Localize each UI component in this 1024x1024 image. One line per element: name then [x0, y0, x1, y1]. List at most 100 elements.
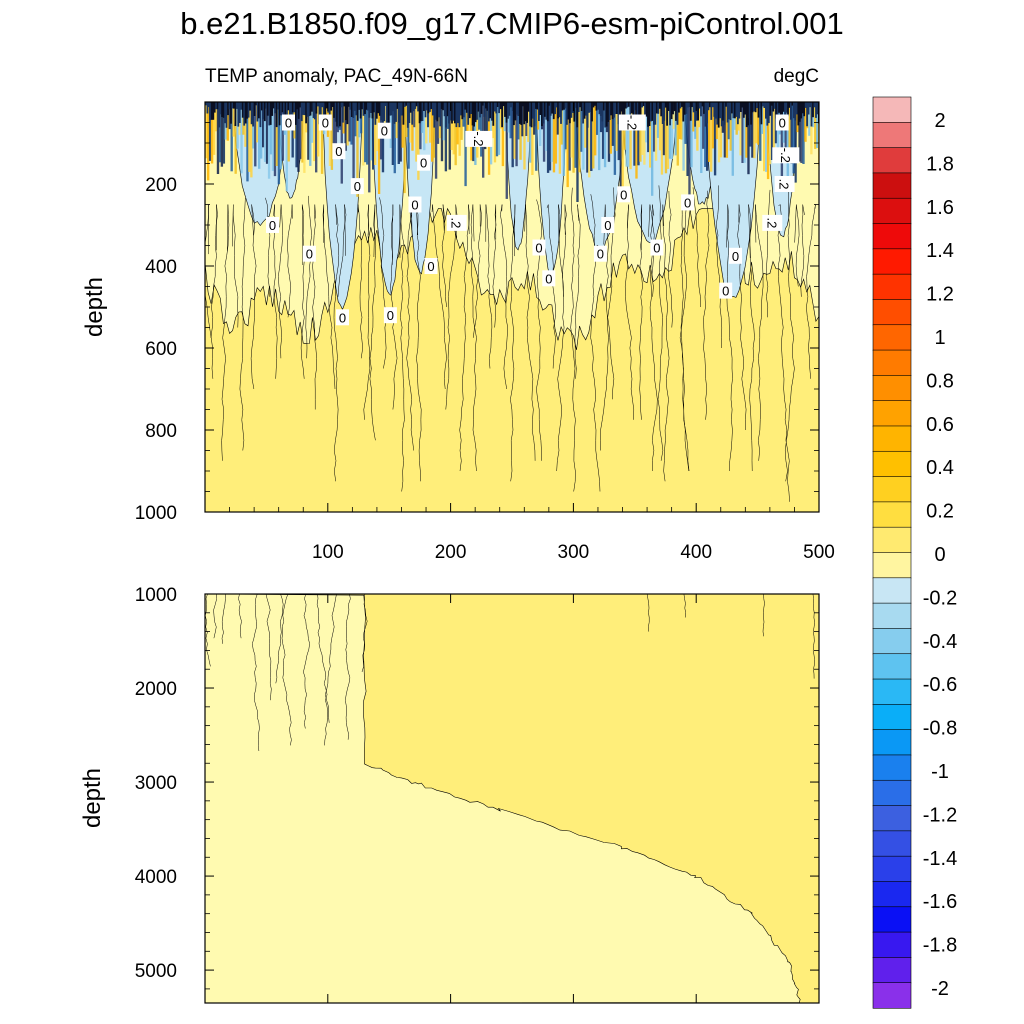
chart-units-label: degC — [774, 66, 819, 87]
contour-label: 0 — [302, 245, 316, 262]
surface-stripe — [544, 102, 548, 151]
surface-cap — [546, 102, 549, 122]
surface-cap — [598, 102, 601, 115]
y-tick-label: 600 — [145, 339, 177, 360]
surface-cap — [717, 102, 720, 128]
surface-cap — [526, 102, 528, 123]
surface-stripe — [729, 102, 732, 151]
surface-cap — [442, 102, 444, 111]
lower-axis-ticks: 1000 2000 3000 4000 5000 — [135, 585, 820, 1003]
contour-label: 0 — [408, 196, 422, 213]
surface-cap — [259, 102, 262, 128]
surface-stripe — [770, 102, 774, 160]
surface-stripe — [405, 102, 408, 137]
surface-cap — [225, 102, 228, 128]
surface-stripe — [531, 102, 534, 175]
colorbar-swatch — [872, 197, 912, 225]
surface-cap — [517, 102, 520, 116]
surface-cap — [647, 102, 649, 127]
contour-label: .2 — [774, 176, 795, 192]
surface-cap — [244, 102, 247, 124]
colorbar-swatch — [872, 324, 912, 351]
surface-cap — [579, 102, 582, 108]
deep-contour-filament — [316, 594, 329, 746]
contour-filament — [278, 204, 283, 359]
surface-stripe — [344, 102, 347, 151]
surface-stripe — [651, 102, 654, 196]
surface-stripe — [448, 102, 451, 170]
surface-cap — [349, 102, 352, 110]
surface-cap — [725, 102, 727, 107]
surface-cap — [704, 102, 707, 127]
surface-cap — [713, 102, 716, 117]
surface-cap — [381, 102, 384, 123]
surface-cap — [352, 102, 355, 118]
surface-cap — [574, 102, 577, 108]
surface-stripe — [505, 102, 508, 199]
y-tick-label: 400 — [145, 257, 177, 278]
colorbar-label: -1.4 — [923, 848, 957, 870]
lower-panel: 1000 2000 3000 4000 5000 depth — [79, 585, 820, 1004]
contour-filament — [210, 204, 218, 338]
surface-cap — [408, 102, 411, 123]
surface-stripe — [442, 102, 446, 141]
contour-filament — [337, 204, 347, 297]
surface-cap — [545, 102, 548, 120]
surface-stripe — [576, 102, 579, 202]
surface-cap — [770, 102, 773, 106]
surface-stripe — [529, 102, 532, 163]
surface-cap — [751, 102, 754, 113]
surface-stripe — [580, 102, 583, 152]
surface-stripe — [273, 102, 277, 177]
deep-contour-filament — [281, 594, 292, 746]
contour-filament — [470, 204, 475, 338]
surface-cap — [331, 102, 334, 107]
colorbar-swatch — [872, 476, 912, 503]
surface-stripe — [601, 102, 605, 159]
surface-cap — [489, 102, 492, 119]
surface-cap — [293, 102, 296, 113]
surface-stripe — [226, 102, 229, 141]
surface-cap — [695, 102, 698, 121]
surface-cap — [737, 102, 739, 125]
colorbar-swatch — [872, 754, 912, 781]
surface-stripe — [297, 102, 300, 172]
contour-filament — [239, 198, 246, 451]
lower-contour-lines — [205, 594, 815, 752]
surface-stripe — [808, 102, 811, 136]
colorbar-label: 1.2 — [926, 284, 954, 306]
colorbar-label: 0 — [934, 544, 945, 566]
surface-cap — [753, 102, 755, 112]
x-tick-label: 100 — [312, 542, 344, 563]
surface-cap — [231, 102, 234, 109]
colorbar-swatch — [872, 855, 912, 883]
surface-cap — [741, 102, 744, 108]
surface-stripe — [578, 102, 581, 173]
surface-cap — [345, 102, 347, 121]
surface-cap — [387, 102, 390, 124]
surface-stripe — [214, 102, 218, 132]
surface-cap — [648, 102, 651, 126]
svg-text:0: 0 — [285, 116, 292, 131]
surface-cap — [616, 102, 618, 114]
surface-stripe — [267, 102, 271, 179]
contour-filament — [415, 204, 422, 482]
surface-stripe — [495, 102, 499, 157]
surface-cap — [710, 102, 713, 120]
surface-cap — [576, 102, 579, 128]
deep-contour-filament — [265, 594, 272, 701]
surface-stripe — [212, 102, 216, 155]
deep-contour-filament — [205, 594, 211, 667]
svg-text:-.2: -.2 — [778, 148, 793, 163]
surface-cap — [560, 102, 562, 124]
contour-filament — [221, 204, 230, 461]
surface-stripe — [303, 102, 306, 173]
surface-stripe — [348, 102, 351, 142]
surface-stripe — [393, 102, 396, 174]
surface-stripe — [570, 102, 573, 158]
contour-filament — [755, 204, 764, 461]
surface-cap — [451, 102, 453, 124]
contour-filament — [232, 204, 239, 328]
surface-stripe — [706, 102, 709, 171]
contour-filament — [590, 194, 601, 492]
